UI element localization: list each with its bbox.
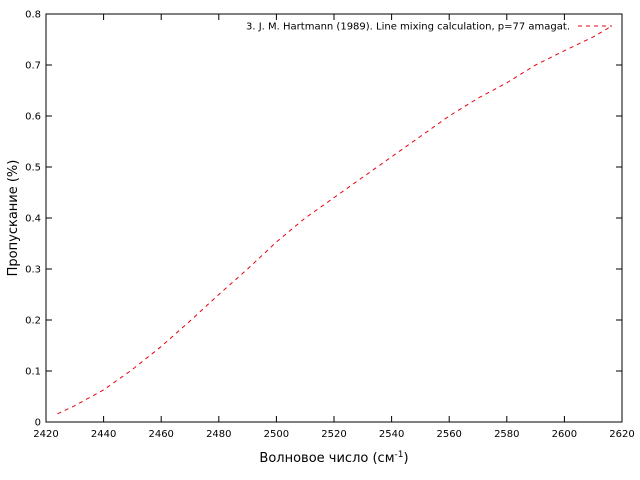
x-tick-label: 2460 [148,429,173,440]
y-tick-label: 0.1 [25,367,41,378]
x-tick-label: 2500 [264,429,289,440]
series-layer [57,26,611,415]
x-axis-title: Волновое число (см-1) [259,450,408,466]
x-tick-label: 2540 [379,429,404,440]
legend-label: 3. J. M. Hartmann (1989). Line mixing ca… [246,22,570,33]
y-tick-label: 0.6 [25,112,41,123]
y-tick-label: 0.7 [25,61,41,72]
y-tick-label: 0.4 [25,214,41,225]
x-tick-label: 2560 [436,429,461,440]
x-tick-label: 2520 [321,429,346,440]
x-tick-label: 2440 [91,429,116,440]
x-tick-label: 2420 [33,429,58,440]
y-tick-label: 0.5 [25,163,41,174]
y-tick-label: 0 [35,418,41,429]
series-line [57,26,611,415]
y-tick-label: 0.3 [25,265,41,276]
x-axis-ticks: 2420 2440 2460 2480 2500 2520 2540 2560 2580 2600… [33,14,635,440]
y-tick-label: 0.2 [25,316,41,327]
y-axis-title: Пропускание (%) [6,160,21,277]
y-axis-ticks: 0 0.1 0.2 0.3 0.4 0.5 0.6 0.7 0.8 [25,10,622,429]
x-tick-label: 2600 [552,429,577,440]
legend: 3. J. M. Hartmann (1989). Line mixing ca… [246,22,612,33]
x-tick-label: 2580 [494,429,519,440]
x-tick-label: 2620 [609,429,634,440]
y-tick-label: 0.8 [25,10,41,21]
x-tick-label: 2480 [206,429,231,440]
plot-frame [45,13,623,423]
